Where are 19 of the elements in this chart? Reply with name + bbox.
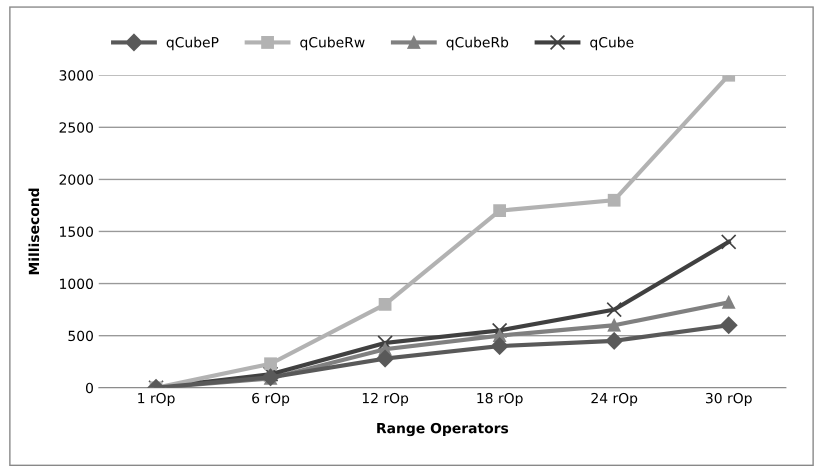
legend-label: qCubeRw (300, 36, 365, 50)
legend-label: qCubeRb (446, 36, 508, 50)
x-tick-label: 12 rOp (362, 392, 408, 406)
x-tick-label: 30 rOp (706, 392, 752, 406)
x-tick-label: 18 rOp (477, 392, 523, 406)
y-tick-label: 500 (68, 330, 93, 342)
y-tick-label: 3000 (60, 70, 93, 81)
x-tick-label: 6 rOp (252, 392, 290, 406)
y-tick-label: 2500 (60, 122, 93, 133)
x-tick-label: 1 rOp (138, 392, 175, 406)
y-tick-label: 1000 (60, 278, 93, 290)
y-tick-label: 2000 (60, 174, 93, 185)
y-tick-label: 0 (86, 382, 93, 394)
x-axis-title: Range Operators (377, 422, 508, 436)
legend-label: qCube (590, 36, 634, 50)
y-tick-label: 1500 (60, 226, 93, 237)
legend-label: qCubeP (166, 36, 218, 50)
x-tick-label: 24 rOp (591, 392, 638, 406)
y-axis-title: Millisecond (28, 188, 40, 274)
